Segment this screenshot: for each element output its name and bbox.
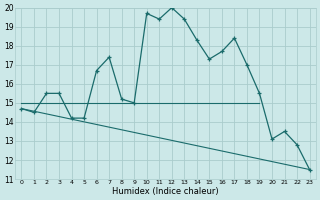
X-axis label: Humidex (Indice chaleur): Humidex (Indice chaleur): [112, 187, 219, 196]
